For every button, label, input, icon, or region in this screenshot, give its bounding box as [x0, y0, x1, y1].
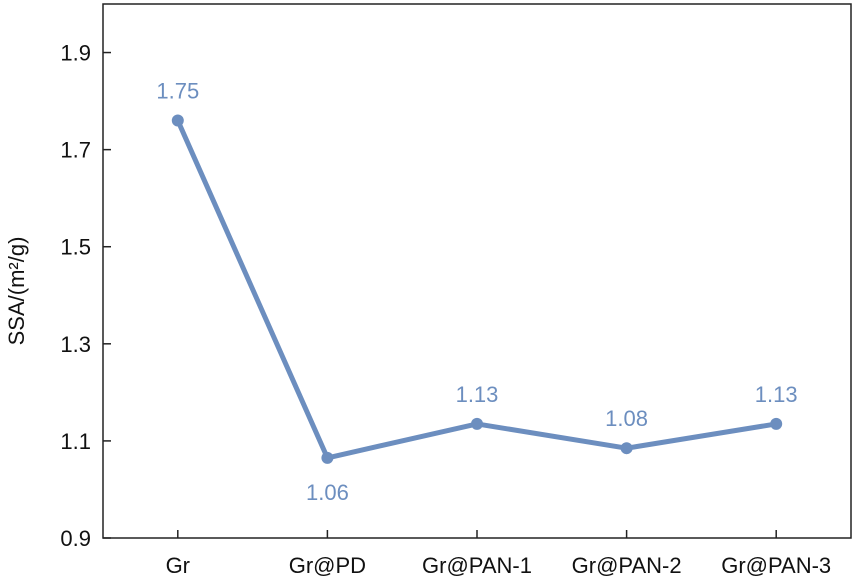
y-tick-label: 1.5: [60, 235, 91, 260]
y-tick-label: 1.1: [60, 429, 91, 454]
data-label: 1.75: [156, 79, 199, 104]
data-point: [321, 451, 334, 464]
series-group: 1.75 1.06 1.13 1.08 1.13: [156, 79, 797, 505]
series-line: [175, 118, 779, 461]
y-tick-label: 1.7: [60, 138, 91, 163]
axes: [102, 3, 852, 539]
x-tick-label: Gr@PAN-3: [721, 553, 831, 578]
data-label: 1.08: [605, 406, 648, 431]
data-label: 1.06: [306, 480, 349, 505]
y-tick-label: 0.9: [60, 526, 91, 551]
data-label: 1.13: [456, 382, 499, 407]
data-label: 1.13: [755, 382, 798, 407]
y-axis-ticks: 0.9 1.1 1.3 1.5 1.7 1.9: [60, 41, 111, 551]
x-tick-label: Gr@PD: [289, 553, 366, 578]
x-tick-label: Gr@PAN-1: [422, 553, 532, 578]
x-axis-ticks: Gr Gr@PD Gr@PAN-1 Gr@PAN-2 Gr@PAN-3: [166, 530, 831, 578]
data-point: [471, 417, 483, 430]
plot-frame: [102, 3, 852, 539]
data-point: [171, 114, 184, 127]
y-axis-title: SSA/(m²/g): [4, 237, 29, 346]
data-point: [620, 442, 633, 455]
x-tick-label: Gr: [166, 553, 190, 578]
data-point: [770, 417, 783, 430]
y-tick-label: 1.3: [60, 332, 91, 357]
y-tick-label: 1.9: [60, 41, 91, 66]
x-tick-label: Gr@PAN-2: [572, 553, 682, 578]
